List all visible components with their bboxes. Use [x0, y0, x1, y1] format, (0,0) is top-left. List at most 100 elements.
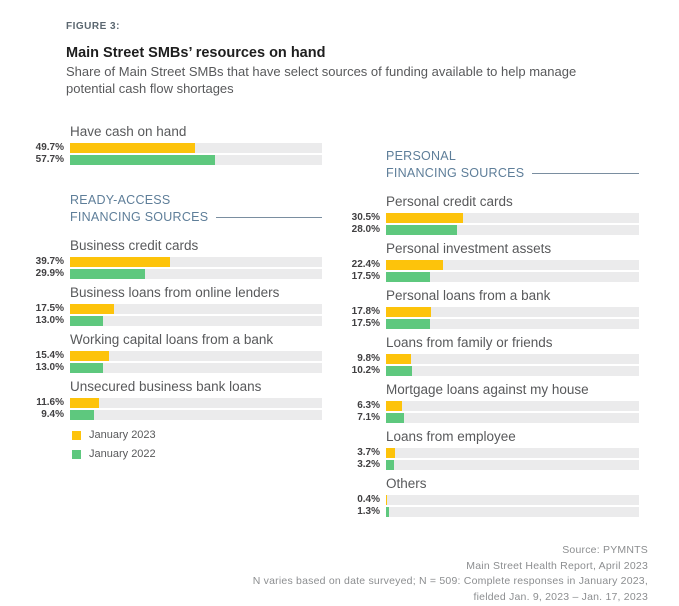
bar-row: 57.7%	[30, 155, 322, 165]
bar-row: 22.4%	[346, 260, 639, 270]
bar-group-loans-family-friends: Loans from family or friends 9.8% 10.2%	[346, 334, 639, 376]
bar-track	[70, 155, 322, 165]
bar-track	[386, 225, 639, 235]
bar-track	[386, 448, 639, 458]
bar-track	[386, 272, 639, 282]
bar-row: 7.1%	[346, 413, 639, 423]
bar-row: 9.8%	[346, 354, 639, 364]
bar-row: 13.0%	[30, 363, 322, 373]
bar-group-label: Business credit cards	[70, 238, 199, 253]
bar-jan2022	[70, 269, 146, 279]
figure-label: FIGURE 3:	[66, 21, 120, 32]
bar-jan2023	[386, 213, 464, 223]
value-label-jan2022: 7.1%	[357, 412, 380, 423]
legend-swatch-jan2023	[72, 431, 81, 440]
bar-track	[70, 351, 322, 361]
bar-track	[386, 260, 639, 270]
bar-jan2023	[70, 304, 115, 314]
value-label-jan2023: 39.7%	[35, 256, 64, 267]
section-heading-line2-text: FINANCING SOURCES	[386, 166, 525, 180]
source-line: Main Street Health Report, April 2023	[466, 559, 648, 572]
bar-jan2022	[70, 155, 216, 165]
bar-row: 1.3%	[346, 507, 639, 517]
bar-row: 11.6%	[30, 398, 322, 408]
bar-jan2023	[386, 354, 411, 364]
value-label-jan2023: 17.8%	[351, 306, 380, 317]
bar-row: 17.8%	[346, 307, 639, 317]
value-label-jan2023: 9.8%	[357, 353, 380, 364]
bar-group-label: Have cash on hand	[70, 124, 187, 139]
bar-track	[386, 366, 639, 376]
bar-row: 6.3%	[346, 401, 639, 411]
source-note: Source: PYMNTS Main Street Health Report…	[253, 543, 648, 605]
heading-rule	[532, 173, 639, 174]
value-label-jan2022: 17.5%	[351, 271, 380, 282]
bar-jan2023	[70, 143, 196, 153]
bar-row: 15.4%	[30, 351, 322, 361]
bar-jan2022	[386, 319, 431, 329]
bar-row: 9.4%	[30, 410, 322, 420]
section-heading-personal: PERSONAL FINANCING SOURCES	[386, 148, 639, 182]
bar-row: 39.7%	[30, 257, 322, 267]
bar-jan2022	[386, 272, 431, 282]
bar-track	[70, 304, 322, 314]
section-heading-line2: FINANCING SOURCES	[70, 209, 322, 226]
value-label-jan2022: 57.7%	[35, 154, 64, 165]
bar-track	[70, 269, 322, 279]
bar-group-label: Business loans from online lenders	[70, 285, 280, 300]
bar-group-label: Personal credit cards	[386, 194, 513, 209]
value-label-jan2022: 9.4%	[41, 409, 64, 420]
bar-group-label: Unsecured business bank loans	[70, 379, 262, 394]
bar-jan2023	[386, 495, 387, 505]
section-heading-line1: PERSONAL	[386, 149, 457, 163]
bar-row: 30.5%	[346, 213, 639, 223]
value-label-jan2023: 22.4%	[351, 259, 380, 270]
bar-track	[70, 316, 322, 326]
page-title: Main Street SMBs’ resources on hand	[66, 45, 326, 61]
bar-jan2023	[386, 307, 432, 317]
bar-group-mortgage-loans: Mortgage loans against my house 6.3% 7.1…	[346, 381, 639, 423]
bar-jan2022	[70, 316, 103, 326]
bar-track	[386, 319, 639, 329]
bar-group-label: Working capital loans from a bank	[70, 332, 274, 347]
bar-row: 3.7%	[346, 448, 639, 458]
bar-row: 17.5%	[346, 319, 639, 329]
legend-item: January 2023	[72, 430, 322, 441]
legend: January 2023 January 2022	[72, 430, 322, 460]
bar-track	[386, 307, 639, 317]
value-label-jan2023: 49.7%	[35, 142, 64, 153]
bar-group-personal-investment-assets: Personal investment assets 22.4% 17.5%	[346, 240, 639, 282]
value-label-jan2022: 13.0%	[35, 315, 64, 326]
bar-track	[70, 410, 322, 420]
section-heading-ready-access: READY-ACCESS FINANCING SOURCES	[70, 192, 322, 226]
bar-track	[70, 363, 322, 373]
bar-jan2023	[70, 398, 100, 408]
bar-jan2023	[70, 351, 109, 361]
bar-group-others: Others 0.4% 1.3%	[346, 475, 639, 517]
value-label-jan2022: 13.0%	[35, 362, 64, 373]
source-line: Source: PYMNTS	[562, 544, 648, 556]
value-label-jan2023: 3.7%	[357, 447, 380, 458]
source-line: N varies based on date surveyed; N = 509…	[252, 575, 648, 587]
bar-track	[70, 257, 322, 267]
value-label-jan2022: 28.0%	[351, 224, 380, 235]
source-line: fielded Jan. 9, 2023 – Jan. 17, 2023	[473, 590, 648, 603]
bar-row: 13.0%	[30, 316, 322, 326]
value-label-jan2022: 10.2%	[351, 365, 380, 376]
bar-row: 17.5%	[346, 272, 639, 282]
heading-rule	[216, 217, 322, 218]
bar-group-working-capital-loans: Working capital loans from a bank 15.4% …	[30, 331, 322, 373]
bar-jan2023	[386, 448, 396, 458]
bar-track	[386, 401, 639, 411]
bar-jan2023	[70, 257, 171, 267]
bar-row: 49.7%	[30, 143, 322, 153]
column-right: PERSONAL FINANCING SOURCES Personal cred…	[346, 148, 639, 522]
bar-row: 3.2%	[346, 460, 639, 470]
bar-group-label: Others	[386, 476, 427, 491]
bar-group-label: Loans from employee	[386, 429, 516, 444]
value-label-jan2023: 30.5%	[351, 212, 380, 223]
bar-track	[70, 398, 322, 408]
bar-track	[386, 495, 639, 505]
bar-group-label: Loans from family or friends	[386, 335, 553, 350]
bar-track	[386, 213, 639, 223]
